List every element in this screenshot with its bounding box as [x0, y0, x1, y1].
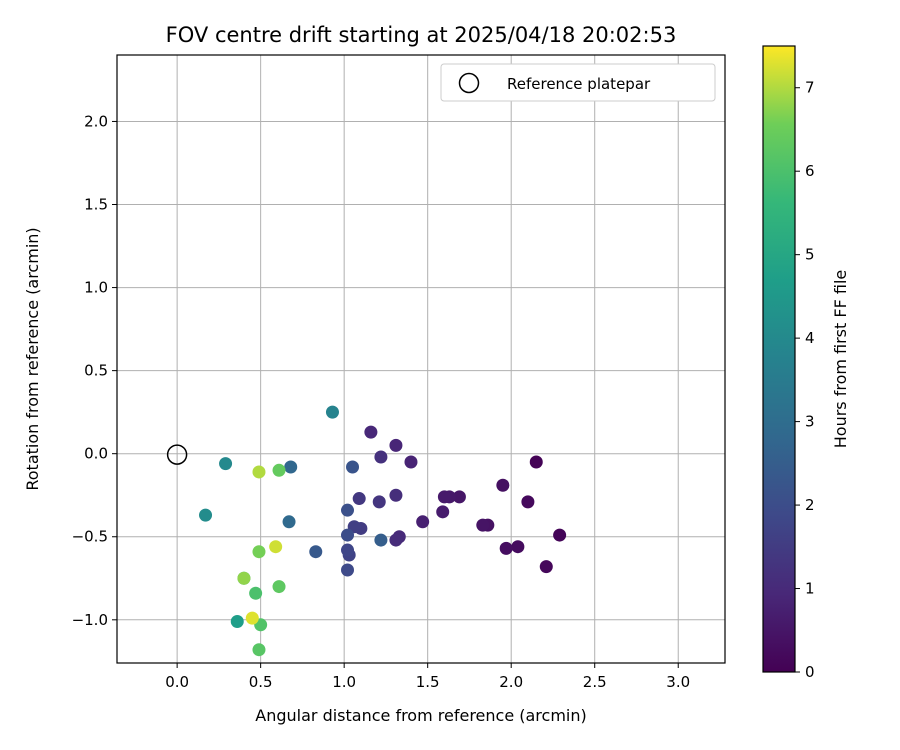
data-point — [341, 503, 355, 517]
reference-platepar-marker — [166, 444, 188, 465]
data-point — [496, 478, 510, 492]
x-tick-label: 0.0 — [165, 673, 189, 691]
colorbar-tick-label: 2 — [805, 496, 815, 514]
colorbar-tick-label: 4 — [805, 329, 815, 347]
data-point — [230, 614, 244, 628]
data-point — [309, 545, 323, 559]
data-point — [364, 425, 378, 439]
grid — [117, 55, 725, 663]
data-point — [374, 533, 388, 547]
data-point — [284, 460, 298, 474]
data-point — [199, 508, 213, 522]
x-tick-label: 1.0 — [332, 673, 356, 691]
data-point — [553, 528, 567, 542]
data-point — [404, 455, 418, 469]
data-point — [269, 540, 283, 554]
data-point — [389, 488, 403, 502]
y-tick-label: −1.0 — [72, 611, 108, 629]
colorbar-label: Hours from first FF file — [831, 270, 850, 449]
data-point — [272, 463, 286, 477]
legend-box — [440, 63, 716, 102]
data-point — [341, 543, 355, 557]
data-point — [249, 586, 263, 600]
y-tick-label: 2.0 — [84, 112, 108, 130]
data-point — [374, 450, 388, 464]
legend: Reference platepar — [440, 63, 716, 102]
data-point — [521, 495, 535, 509]
data-point — [341, 528, 355, 542]
data-point — [499, 541, 513, 555]
data-point — [272, 580, 286, 594]
data-point — [476, 518, 490, 532]
data-point — [529, 455, 543, 469]
data-point — [416, 515, 430, 529]
x-tick-label: 1.5 — [416, 673, 440, 691]
colorbar-tick-label: 5 — [805, 246, 815, 264]
y-axis-label: Rotation from reference (arcmin) — [23, 227, 42, 490]
colorbar-ticks: 0 1 2 3 4 5 6 7 — [795, 79, 815, 681]
plot-frame — [116, 54, 726, 664]
colorbar-tick-label: 0 — [805, 663, 815, 681]
x-tick-label: 2.0 — [499, 673, 523, 691]
data-point — [511, 540, 525, 554]
data-point — [245, 611, 259, 625]
legend-entry: Reference platepar — [507, 75, 651, 93]
data-point — [452, 490, 466, 504]
y-tick-label: 0.5 — [84, 362, 108, 380]
y-tick-label: −0.5 — [72, 528, 108, 546]
x-axis-label: Angular distance from reference (arcmin) — [255, 706, 586, 725]
data-point — [346, 460, 360, 474]
colorbar-tick-label: 1 — [805, 580, 815, 598]
data-point — [237, 571, 251, 585]
y-tick-label: 1.0 — [84, 279, 108, 297]
data-point — [437, 490, 451, 504]
data-point — [539, 560, 553, 574]
colorbar-tick-label: 6 — [805, 162, 815, 180]
colorbar-gradient — [762, 45, 796, 673]
y-axis-ticks: −1.0 −0.5 0.0 0.5 1.0 1.5 2.0 — [72, 112, 117, 629]
data-point — [352, 492, 366, 506]
data-point — [372, 495, 386, 509]
x-axis-ticks: 0.0 0.5 1.0 1.5 2.0 2.5 3.0 — [165, 663, 690, 691]
data-point — [436, 505, 450, 519]
data-point — [341, 563, 355, 577]
x-tick-label: 0.5 — [249, 673, 273, 691]
data-point — [389, 533, 403, 547]
data-points — [199, 405, 567, 657]
x-tick-label: 3.0 — [666, 673, 690, 691]
chart-title: FOV centre drift starting at 2025/04/18 … — [166, 23, 677, 47]
data-point — [219, 457, 233, 471]
data-point — [282, 515, 296, 529]
data-point — [252, 643, 266, 657]
data-point — [252, 465, 266, 479]
data-point — [325, 405, 339, 419]
y-tick-label: 1.5 — [84, 196, 108, 214]
colorbar-tick-label: 3 — [805, 413, 815, 431]
data-point — [252, 545, 266, 559]
colorbar-tick-label: 7 — [805, 79, 815, 97]
x-tick-label: 2.5 — [583, 673, 607, 691]
y-tick-label: 0.0 — [84, 445, 108, 463]
data-point — [389, 438, 403, 452]
colorbar: 0 1 2 3 4 5 6 7 Hours from first FF file — [762, 45, 850, 681]
legend-marker — [458, 72, 480, 94]
